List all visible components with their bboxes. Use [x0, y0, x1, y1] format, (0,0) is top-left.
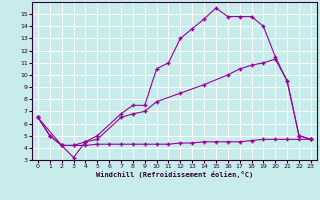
- X-axis label: Windchill (Refroidissement éolien,°C): Windchill (Refroidissement éolien,°C): [96, 171, 253, 178]
